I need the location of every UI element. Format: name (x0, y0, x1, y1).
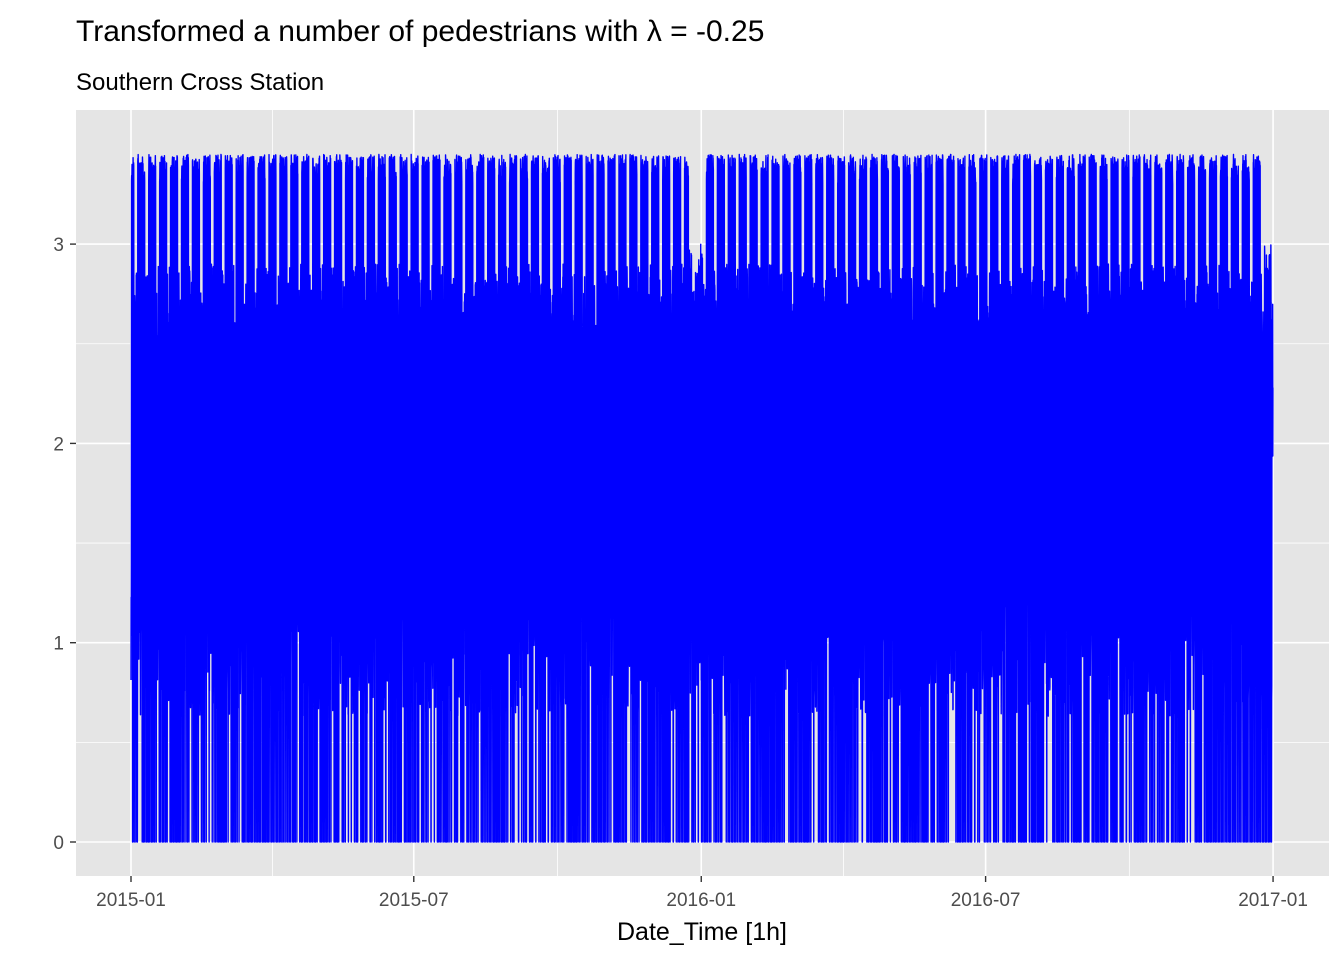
x-axis: 2015-01 2015-07 2016-01 2016-07 2017-01 (96, 876, 1308, 911)
y-axis: 0 1 2 3 (53, 235, 76, 854)
pedestrian-series-line (130, 153, 1274, 843)
x-tick-label: 2016-01 (666, 890, 736, 911)
x-tick-label: 2016-07 (951, 890, 1021, 911)
chart-subtitle: Southern Cross Station (76, 69, 324, 96)
y-tick-label: 1 (53, 634, 64, 655)
y-tick-label: 0 (53, 833, 64, 854)
x-axis-title: Date_Time [1h] (617, 918, 787, 946)
y-tick-label: 3 (53, 235, 64, 256)
y-tick-label: 2 (53, 434, 64, 455)
x-tick-label: 2015-07 (379, 890, 449, 911)
x-tick-label: 2015-01 (96, 890, 166, 911)
chart-title: Transformed a number of pedestrians with… (76, 15, 764, 48)
x-tick-label: 2017-01 (1238, 890, 1308, 911)
